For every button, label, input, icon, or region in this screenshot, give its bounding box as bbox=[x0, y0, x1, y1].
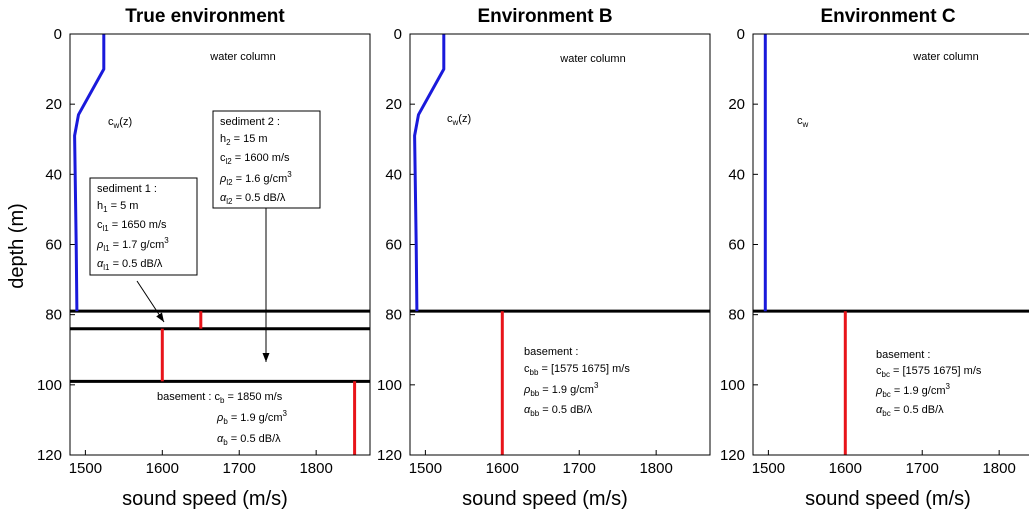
y-tick-label: 0 bbox=[54, 26, 62, 43]
basement-alpha-label: αb = 0.5 dB/λ bbox=[217, 433, 281, 447]
sediment-1-title: sediment 1 : bbox=[97, 183, 157, 195]
y-tick-label: 0 bbox=[394, 26, 402, 43]
x-axis-label: sound speed (m/s) bbox=[805, 488, 971, 510]
y-tick-label: 0 bbox=[737, 26, 745, 43]
sediment-1-arrow bbox=[136, 280, 165, 323]
cw-label: cw(z) bbox=[447, 113, 471, 127]
y-tick-label: 40 bbox=[728, 166, 745, 183]
tick-group: 0 20 40 60 80 100 120 1500 1600 1700 1800 bbox=[37, 26, 333, 477]
y-tick-label: 40 bbox=[385, 166, 402, 183]
sediment-1-alpha: αl1 = 0.5 dB/λ bbox=[97, 258, 163, 272]
x-tick-label: 1700 bbox=[906, 460, 939, 477]
sediment-2-h: h2 = 15 m bbox=[220, 133, 268, 147]
basement-title: basement : bbox=[524, 346, 578, 358]
water-column-label: water column bbox=[209, 51, 275, 63]
y-axis-label: depth (m) bbox=[6, 203, 28, 289]
x-tick-label: 1600 bbox=[486, 460, 519, 477]
panel-title: Environment C bbox=[820, 6, 955, 27]
basement-c-label: cbc = [1575 1675] m/s bbox=[876, 365, 982, 379]
basement-c-label: basement : cb = 1850 m/s bbox=[157, 391, 283, 405]
x-tick-label: 1800 bbox=[982, 460, 1015, 477]
y-tick-label: 60 bbox=[45, 237, 62, 254]
y-tick-label: 20 bbox=[728, 96, 745, 113]
basement-rho-label: ρb = 1.9 g/cm3 bbox=[216, 409, 288, 426]
y-tick-label: 80 bbox=[728, 307, 745, 324]
panel-environment-c: Environment C sound speed (m/s) 0 20 40 60 8… bbox=[720, 6, 1029, 510]
x-tick-label: 1800 bbox=[639, 460, 672, 477]
x-tick-label: 1700 bbox=[563, 460, 596, 477]
y-tick-label: 60 bbox=[385, 237, 402, 254]
basement-rho-label: ρbc = 1.9 g/cm3 bbox=[875, 382, 951, 399]
y-tick-label: 40 bbox=[45, 166, 62, 183]
plot-frame bbox=[69, 33, 371, 456]
basement-rho-label: ρbb = 1.9 g/cm3 bbox=[523, 381, 599, 398]
basement-alpha-label: αbb = 0.5 dB/λ bbox=[524, 404, 593, 418]
water-column-profile bbox=[73, 34, 106, 312]
sediment-1-rho: ρl1 = 1.7 g/cm3 bbox=[96, 236, 169, 253]
y-tick-label: 20 bbox=[45, 96, 62, 113]
mark-group bbox=[410, 34, 710, 455]
cw-label: cw(z) bbox=[108, 116, 132, 130]
y-tick-label: 80 bbox=[385, 307, 402, 324]
y-tick-label: 120 bbox=[377, 447, 402, 464]
sediment-2-rho: ρl2 = 1.6 g/cm3 bbox=[219, 170, 292, 187]
sediment-1-box: sediment 1 : h1 = 5 m cl1 = 1650 m/s ρl1… bbox=[89, 177, 198, 276]
panel-title: True environment bbox=[125, 6, 285, 27]
basement-alpha-label: αbc = 0.5 dB/λ bbox=[876, 404, 944, 418]
panel-title: Environment B bbox=[477, 6, 612, 27]
x-axis-label: sound speed (m/s) bbox=[462, 488, 628, 510]
x-axis-label: sound speed (m/s) bbox=[122, 488, 288, 510]
y-tick-label: 100 bbox=[720, 377, 745, 394]
basement-title: basement : bbox=[876, 349, 930, 361]
sediment-2-box: sediment 2 : h2 = 15 m cl2 = 1600 m/s ρl… bbox=[212, 110, 321, 209]
plot-frame bbox=[752, 33, 1029, 456]
y-tick-label: 120 bbox=[37, 447, 62, 464]
sediment-1-h: h1 = 5 m bbox=[97, 200, 138, 214]
x-tick-label: 1800 bbox=[299, 460, 332, 477]
sediment-2-alpha: αl2 = 0.5 dB/λ bbox=[220, 192, 286, 206]
water-column-label: water column bbox=[912, 51, 978, 63]
mark-group bbox=[753, 34, 1029, 455]
cw-label: cw bbox=[797, 115, 809, 129]
x-tick-label: 1600 bbox=[829, 460, 862, 477]
plot-frame bbox=[409, 33, 711, 456]
x-tick-label: 1600 bbox=[146, 460, 179, 477]
y-tick-label: 80 bbox=[45, 307, 62, 324]
y-tick-label: 100 bbox=[377, 377, 402, 394]
x-tick-label: 1700 bbox=[223, 460, 256, 477]
water-column-profile bbox=[413, 34, 446, 312]
sediment-2-c: cl2 = 1600 m/s bbox=[220, 152, 290, 166]
tick-group: 0 20 40 60 80 100 120 1500 1600 1700 1800 bbox=[377, 26, 673, 477]
mark-group bbox=[70, 34, 370, 455]
y-tick-label: 120 bbox=[720, 447, 745, 464]
y-tick-label: 60 bbox=[728, 237, 745, 254]
y-tick-label: 20 bbox=[385, 96, 402, 113]
x-tick-label: 1500 bbox=[409, 460, 442, 477]
sediment-2-title: sediment 2 : bbox=[220, 116, 280, 128]
x-tick-label: 1500 bbox=[752, 460, 785, 477]
panel-true-environment: True environment depth (m) sound speed (… bbox=[6, 6, 371, 510]
y-tick-label: 100 bbox=[37, 377, 62, 394]
sediment-1-c: cl1 = 1650 m/s bbox=[97, 219, 167, 233]
tick-group: 0 20 40 60 80 100 120 1500 1600 1700 1800 bbox=[720, 26, 1016, 477]
panel-environment-b: Environment B sound speed (m/s) 0 20 40 60 8… bbox=[377, 6, 711, 510]
basement-c-label: cbb = [1575 1675] m/s bbox=[524, 363, 630, 377]
x-tick-label: 1500 bbox=[69, 460, 102, 477]
water-column-label: water column bbox=[559, 53, 625, 65]
